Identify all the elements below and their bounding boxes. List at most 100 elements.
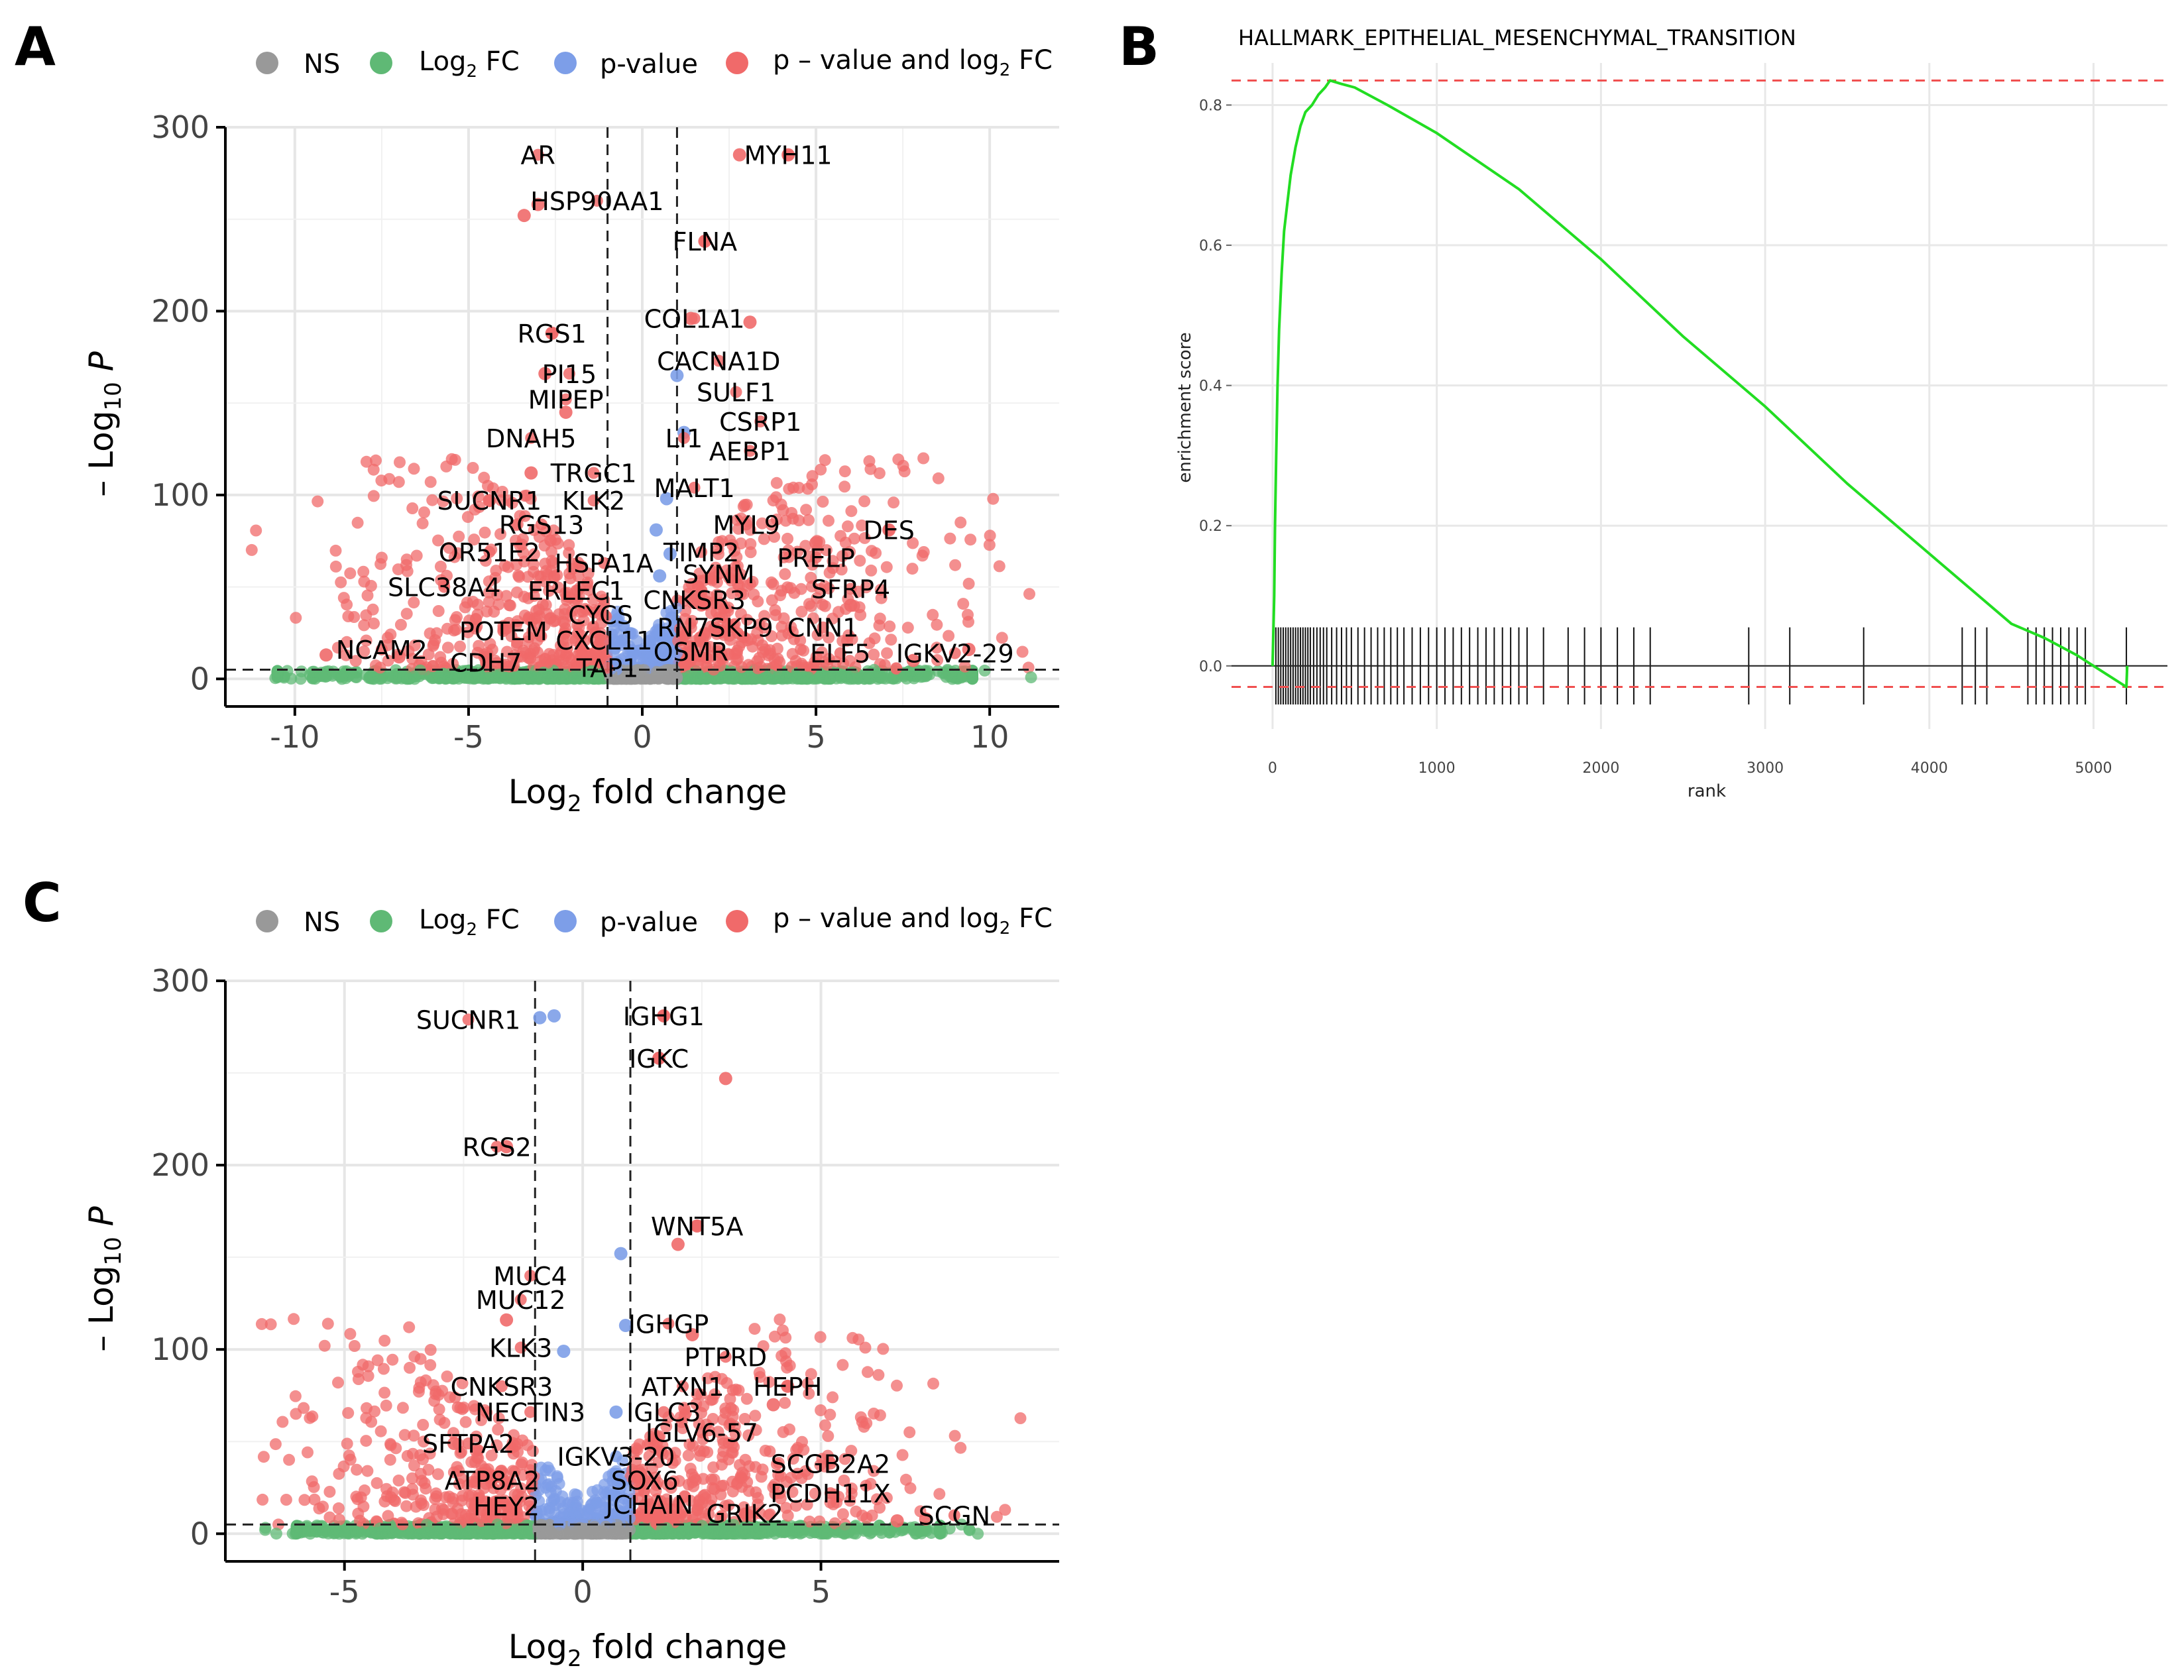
data-point — [611, 606, 624, 618]
data-point — [734, 587, 747, 600]
data-point — [468, 533, 481, 546]
data-point — [469, 612, 482, 625]
data-point — [907, 537, 919, 549]
data-point — [451, 547, 464, 559]
data-point — [756, 517, 768, 530]
data-point — [397, 670, 410, 682]
data-point — [733, 640, 746, 653]
data-point — [901, 622, 914, 634]
data-point — [844, 545, 856, 558]
data-point — [308, 1493, 321, 1506]
data-point — [827, 1391, 839, 1404]
data-point — [481, 605, 493, 618]
data-point — [493, 671, 506, 684]
data-point — [880, 561, 893, 573]
data-point — [526, 1445, 539, 1457]
legend-a: NS Log2 FC p-value p – value and log2 FC — [256, 45, 1053, 82]
data-point — [406, 653, 419, 665]
data-point — [809, 655, 821, 668]
data-point — [557, 638, 569, 651]
gene-label: CYCS — [568, 600, 633, 630]
data-point — [532, 620, 545, 632]
data-point — [890, 662, 903, 675]
data-point — [368, 617, 380, 630]
data-point — [349, 655, 362, 667]
data-point — [312, 495, 324, 508]
data-point — [713, 535, 725, 548]
data-point — [590, 1497, 603, 1510]
data-point — [962, 608, 974, 621]
data-point — [331, 642, 344, 654]
data-point — [663, 633, 675, 645]
data-point — [503, 599, 516, 612]
data-point — [892, 453, 905, 466]
data-point — [864, 463, 877, 475]
data-point — [923, 668, 936, 681]
data-point — [403, 1321, 416, 1333]
data-point — [752, 662, 764, 675]
data-point — [321, 1317, 334, 1330]
data-point — [838, 465, 851, 478]
data-point — [585, 649, 597, 661]
data-point — [806, 478, 818, 490]
x-tick-label: 5 — [806, 719, 825, 755]
data-point — [276, 1416, 289, 1428]
gene-label: OR51E2 — [439, 538, 540, 567]
data-point — [807, 612, 819, 624]
data-point — [557, 670, 570, 683]
data-point — [559, 622, 572, 635]
data-point — [722, 604, 734, 617]
data-point — [842, 629, 855, 642]
gene-label: OSMR — [654, 638, 728, 667]
data-point — [382, 1510, 394, 1522]
data-point — [392, 476, 405, 488]
legend-both-swatch — [726, 52, 748, 74]
data-point — [800, 504, 813, 516]
data-point — [827, 612, 839, 625]
data-point — [428, 1394, 441, 1407]
data-point — [285, 672, 298, 685]
data-point — [551, 537, 564, 550]
gene-label: POTEM — [459, 617, 547, 646]
data-point — [408, 1429, 420, 1442]
data-point — [357, 1500, 370, 1513]
data-point — [360, 1412, 373, 1424]
gene-label: PI15 — [542, 360, 597, 389]
gene-label: HSPA1A — [555, 549, 654, 579]
data-point — [394, 456, 406, 469]
y-axis-title-a: – Log10 P — [82, 351, 127, 496]
data-point — [424, 669, 437, 682]
data-point — [255, 1317, 268, 1330]
data-point — [494, 528, 506, 540]
gene-label: MYH11 — [744, 141, 833, 170]
data-point — [426, 494, 439, 506]
data-point — [360, 1435, 373, 1447]
data-point — [797, 644, 810, 657]
data-point — [932, 472, 945, 484]
data-point — [367, 463, 380, 476]
data-point — [424, 476, 437, 488]
data-point — [845, 505, 858, 518]
data-point — [483, 596, 495, 608]
data-point — [341, 598, 353, 611]
data-point — [492, 598, 505, 610]
data-point — [917, 452, 930, 465]
data-point — [344, 567, 357, 580]
data-point — [741, 1476, 754, 1488]
data-point — [416, 517, 429, 530]
data-point — [382, 654, 394, 667]
data-point — [288, 1313, 300, 1325]
data-point — [881, 647, 893, 659]
data-point — [854, 555, 866, 567]
data-point — [510, 586, 523, 598]
data-point — [744, 537, 757, 550]
data-point — [430, 627, 443, 640]
data-point — [586, 1486, 599, 1498]
data-point — [418, 506, 430, 519]
data-point — [906, 563, 919, 575]
gene-label: SLC38A4 — [388, 573, 500, 602]
data-point — [734, 568, 747, 581]
data-point — [854, 609, 867, 621]
data-point — [783, 482, 795, 495]
data-point — [351, 516, 364, 529]
